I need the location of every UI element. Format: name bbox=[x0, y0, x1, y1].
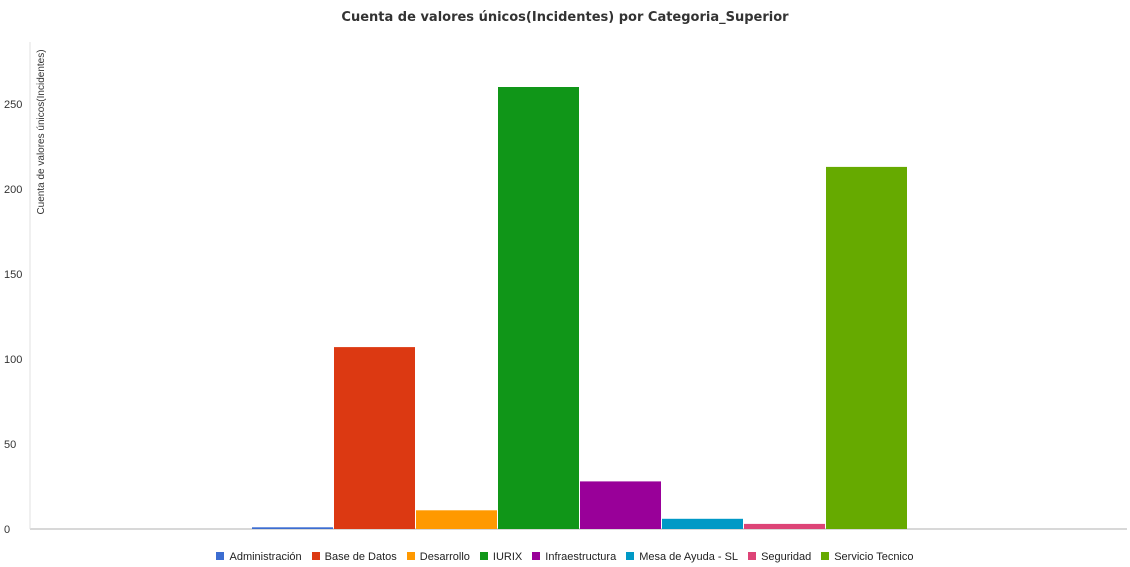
y-tick-label: 150 bbox=[4, 269, 22, 281]
chart-title: Cuenta de valores únicos(Incidentes) por… bbox=[341, 10, 789, 25]
legend-label: Base de Datos bbox=[324, 551, 397, 564]
y-tick-label: 0 bbox=[4, 524, 10, 536]
chart-legend: Administración Base de Datos Desarrollo IUR… bbox=[0, 551, 1130, 563]
y-tick-label: 50 bbox=[4, 439, 16, 451]
legend-item[interactable]: Base de Datos bbox=[311, 551, 397, 564]
legend-item[interactable]: IURIX bbox=[479, 551, 523, 564]
legend-swatch bbox=[216, 552, 225, 561]
legend-label: Infraestructura bbox=[545, 551, 617, 564]
legend-label: Servicio Tecnico bbox=[834, 551, 914, 564]
bar-base-de-datos[interactable] bbox=[334, 347, 415, 529]
y-axis-ticks: 0 50 100 150 200 250 bbox=[4, 99, 22, 536]
legend-item[interactable]: Infraestructura bbox=[532, 551, 616, 563]
legend-item[interactable]: Servicio Tecnico bbox=[821, 551, 914, 564]
legend-swatch bbox=[532, 552, 541, 561]
legend-label: Administración bbox=[229, 551, 302, 564]
legend-label: Desarrollo bbox=[419, 551, 470, 564]
bar-mesa-de-ayuda-sl[interactable] bbox=[662, 518, 743, 529]
bar-infraestructura[interactable] bbox=[580, 481, 661, 529]
legend-label: Seguridad bbox=[761, 551, 812, 564]
bars-group bbox=[252, 87, 907, 529]
y-axis-title: Cuenta de valores únicos(Incidentes) bbox=[36, 49, 47, 214]
legend-item[interactable]: Administración bbox=[216, 551, 302, 564]
y-tick-label: 100 bbox=[4, 354, 22, 366]
legend-swatch bbox=[821, 552, 830, 561]
legend-swatch bbox=[406, 552, 415, 561]
legend-swatch bbox=[479, 552, 488, 561]
bar-administraci-n[interactable] bbox=[252, 527, 333, 529]
bar-iurix[interactable] bbox=[498, 87, 579, 529]
bar-desarrollo[interactable] bbox=[416, 510, 497, 529]
legend-swatch bbox=[748, 552, 757, 561]
legend-item[interactable]: Seguridad bbox=[748, 551, 811, 563]
legend-item[interactable]: Mesa de Ayuda - SL bbox=[626, 551, 738, 563]
legend-item[interactable]: Desarrollo bbox=[406, 551, 470, 564]
y-tick-label: 250 bbox=[4, 99, 22, 111]
legend-swatch bbox=[626, 552, 635, 561]
bar-servicio-tecnico[interactable] bbox=[826, 166, 907, 529]
y-tick-label: 200 bbox=[4, 184, 22, 196]
legend-label: Mesa de Ayuda - SL bbox=[639, 551, 739, 564]
bar-seguridad[interactable] bbox=[744, 523, 825, 529]
legend-label: IURIX bbox=[492, 551, 523, 564]
legend-swatch bbox=[311, 552, 320, 561]
